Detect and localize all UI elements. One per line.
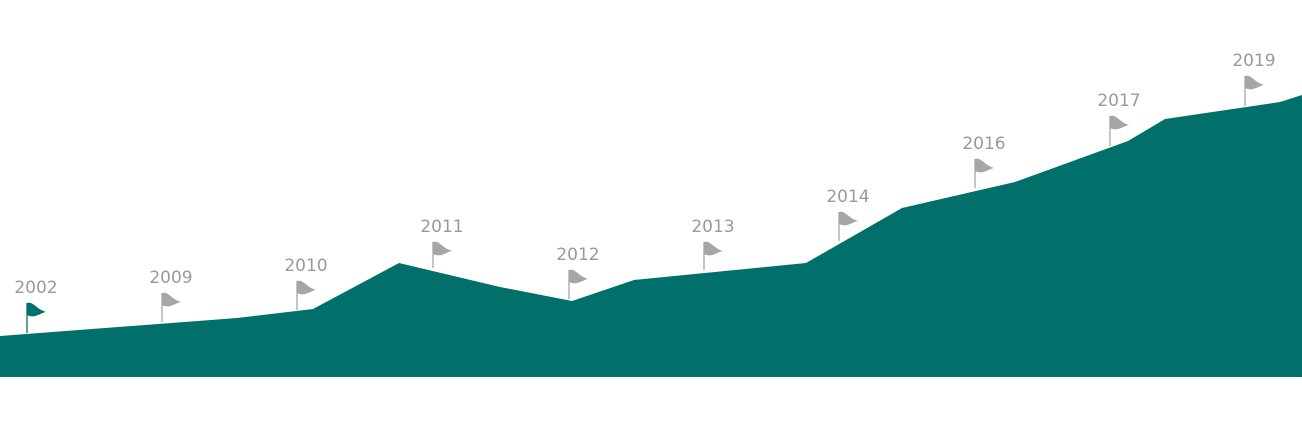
milestone: 2011 <box>420 217 464 268</box>
year-label: 2017 <box>1097 91 1140 111</box>
year-label: 2009 <box>149 268 192 288</box>
milestone: 2017 <box>1097 91 1141 146</box>
year-label: 2016 <box>962 134 1005 154</box>
flag <box>569 269 588 284</box>
milestone: 2012 <box>556 245 600 299</box>
milestone: 2002 <box>14 278 58 333</box>
flags: 2002 2009 2010 2011 2012 2013 2014 2016 2017 2019 <box>14 51 1276 333</box>
year-label: 2019 <box>1232 51 1275 71</box>
flag <box>1245 75 1264 90</box>
milestone: 2009 <box>149 268 193 322</box>
year-label: 2010 <box>284 256 327 276</box>
flag <box>704 241 723 256</box>
year-label: 2014 <box>826 187 869 207</box>
flag <box>297 280 316 295</box>
milestone: 2016 <box>962 134 1006 188</box>
year-label: 2013 <box>691 217 734 237</box>
flag <box>975 158 994 173</box>
flag <box>1110 115 1129 130</box>
year-label: 2011 <box>420 217 463 237</box>
milestone: 2019 <box>1232 51 1276 106</box>
milestone: 2013 <box>691 217 735 270</box>
flag <box>162 292 181 307</box>
flag <box>433 241 452 256</box>
milestone: 2010 <box>284 256 328 310</box>
year-label: 2012 <box>556 245 599 265</box>
flag <box>27 302 46 317</box>
terrain <box>0 95 1302 377</box>
year-label: 2002 <box>14 278 57 298</box>
flag <box>839 211 858 226</box>
milestone: 2014 <box>826 187 870 241</box>
